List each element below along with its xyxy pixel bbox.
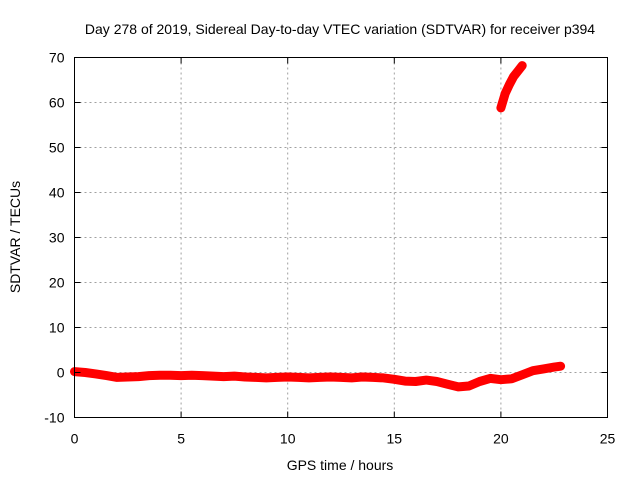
data-point-main <box>210 373 217 380</box>
data-point-main <box>167 372 174 379</box>
data-point-main <box>327 374 334 380</box>
data-point-main <box>465 383 472 389</box>
data-point-main <box>188 372 195 379</box>
data-point-main <box>433 378 440 385</box>
data-point-main <box>444 381 451 388</box>
x-tick-label: 25 <box>600 431 616 447</box>
chart-title: Day 278 of 2019, Sidereal Day-to-day VTE… <box>85 21 595 37</box>
data-point-main <box>220 373 227 380</box>
data-point-main <box>402 378 408 385</box>
y-tick-label: -10 <box>44 410 64 426</box>
data-point-main <box>338 374 344 381</box>
y-tick-label: 70 <box>49 50 65 66</box>
data-point-main <box>412 378 419 385</box>
data-point-main <box>156 372 163 379</box>
series-layer <box>70 61 566 392</box>
y-tick-label: 50 <box>49 140 65 156</box>
y-tick-label: 60 <box>49 95 65 111</box>
data-point-main <box>135 373 142 380</box>
data-point-main <box>274 374 280 381</box>
data-point-main <box>370 374 376 381</box>
data-point-main <box>487 375 494 382</box>
data-point-jump <box>519 62 526 69</box>
data-point-main <box>295 374 302 381</box>
data-point-main <box>252 374 259 381</box>
data-point-main <box>519 371 526 378</box>
data-point-main <box>476 378 483 385</box>
y-tick-label: 30 <box>49 230 65 246</box>
x-tick-label: 20 <box>493 431 509 447</box>
data-point-main <box>263 374 270 381</box>
y-tick-label: 40 <box>49 185 65 201</box>
data-point-main <box>316 374 323 381</box>
data-point-main <box>242 374 249 380</box>
data-point-main <box>231 373 238 380</box>
y-tick-label: 0 <box>57 365 65 381</box>
x-tick-label: 15 <box>387 431 403 447</box>
data-point-main <box>306 374 312 381</box>
y-tick-label: 10 <box>49 320 65 336</box>
data-point-main <box>551 364 558 371</box>
data-point-main <box>348 374 355 381</box>
x-tick-label: 10 <box>280 431 296 447</box>
grid-layer <box>74 57 608 418</box>
data-point-main <box>124 374 131 380</box>
data-point-main <box>557 363 564 370</box>
data-point-main <box>391 376 398 383</box>
data-point-jump <box>506 81 513 88</box>
data-point-main <box>199 372 206 379</box>
data-point-main <box>497 376 504 383</box>
data-point-main <box>146 372 153 379</box>
data-point-main <box>455 383 462 390</box>
data-point-main <box>284 374 291 380</box>
data-point-main <box>540 365 547 372</box>
y-tick-label: 20 <box>49 275 65 291</box>
data-point-main <box>359 374 366 380</box>
tick-layer: 0 5 10 15 20 25 -10 0 10 20 30 40 50 60 70 <box>44 50 615 447</box>
data-point-main <box>529 367 536 374</box>
x-tick-label: 5 <box>177 431 185 447</box>
data-point-jump <box>515 68 521 74</box>
x-axis-label: GPS time / hours <box>287 457 394 473</box>
data-point-main <box>103 372 110 379</box>
data-point-jump <box>497 104 504 111</box>
data-point-main <box>508 375 515 382</box>
data-point-jump <box>510 73 517 80</box>
data-point-main <box>82 369 89 376</box>
data-point-main <box>380 374 387 381</box>
data-point-main <box>178 372 185 379</box>
x-tick-label: 0 <box>71 431 79 447</box>
y-axis-label: SDTVAR / TECUs <box>7 181 23 293</box>
data-point-jump <box>502 90 509 97</box>
data-point-main <box>114 374 121 381</box>
data-point-main <box>423 377 430 384</box>
data-point-main <box>92 370 99 377</box>
